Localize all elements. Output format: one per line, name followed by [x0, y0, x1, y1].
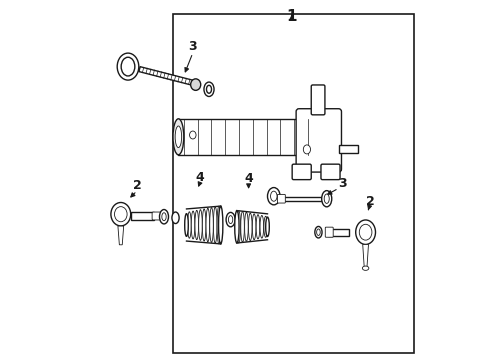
Bar: [178, 119, 310, 155]
Ellipse shape: [303, 145, 311, 154]
Ellipse shape: [324, 194, 329, 203]
Ellipse shape: [190, 131, 196, 139]
Ellipse shape: [202, 209, 206, 241]
FancyBboxPatch shape: [321, 164, 340, 180]
Ellipse shape: [217, 206, 220, 244]
Ellipse shape: [111, 202, 131, 226]
Text: 1: 1: [287, 9, 297, 24]
Ellipse shape: [252, 214, 256, 240]
Bar: [308, 122, 331, 151]
Text: 3: 3: [338, 177, 346, 190]
Ellipse shape: [115, 207, 127, 222]
Ellipse shape: [256, 215, 260, 239]
FancyBboxPatch shape: [296, 109, 342, 172]
FancyBboxPatch shape: [292, 164, 311, 180]
Ellipse shape: [363, 266, 369, 270]
Ellipse shape: [245, 212, 248, 242]
Polygon shape: [118, 226, 123, 245]
Ellipse shape: [266, 217, 270, 237]
Bar: [339, 145, 358, 153]
Polygon shape: [139, 67, 194, 85]
Ellipse shape: [185, 214, 188, 237]
Bar: [173, 14, 414, 353]
Ellipse shape: [214, 207, 217, 243]
Polygon shape: [281, 197, 324, 201]
FancyBboxPatch shape: [325, 227, 333, 237]
Text: 2: 2: [133, 179, 142, 192]
Ellipse shape: [173, 119, 184, 155]
Bar: [131, 212, 154, 220]
Ellipse shape: [315, 226, 322, 238]
Ellipse shape: [206, 85, 212, 93]
Ellipse shape: [121, 57, 135, 76]
Ellipse shape: [117, 53, 139, 80]
Ellipse shape: [260, 215, 264, 238]
Ellipse shape: [191, 211, 195, 239]
Ellipse shape: [264, 216, 268, 237]
Ellipse shape: [160, 210, 169, 224]
Ellipse shape: [198, 210, 202, 240]
Ellipse shape: [191, 79, 201, 90]
Ellipse shape: [321, 191, 332, 207]
Ellipse shape: [210, 207, 213, 243]
Ellipse shape: [206, 208, 210, 242]
Ellipse shape: [219, 206, 223, 244]
FancyBboxPatch shape: [152, 212, 162, 220]
Ellipse shape: [237, 211, 241, 243]
Ellipse shape: [356, 220, 375, 244]
Text: 4: 4: [244, 172, 253, 185]
Ellipse shape: [175, 126, 182, 148]
Ellipse shape: [248, 213, 252, 240]
Ellipse shape: [268, 188, 280, 205]
Ellipse shape: [188, 212, 191, 238]
Text: 3: 3: [189, 40, 197, 53]
Polygon shape: [363, 244, 368, 266]
Bar: [328, 229, 349, 236]
Ellipse shape: [172, 212, 179, 224]
Ellipse shape: [204, 82, 214, 96]
Ellipse shape: [359, 224, 372, 240]
Ellipse shape: [317, 229, 320, 235]
Ellipse shape: [226, 212, 235, 227]
Ellipse shape: [162, 213, 166, 221]
Text: 4: 4: [196, 171, 204, 184]
Ellipse shape: [228, 216, 233, 224]
Text: 2: 2: [366, 195, 375, 208]
Ellipse shape: [241, 211, 245, 242]
Ellipse shape: [195, 210, 198, 240]
Ellipse shape: [235, 211, 239, 243]
FancyBboxPatch shape: [311, 85, 325, 115]
Ellipse shape: [270, 191, 277, 201]
FancyBboxPatch shape: [277, 194, 285, 203]
